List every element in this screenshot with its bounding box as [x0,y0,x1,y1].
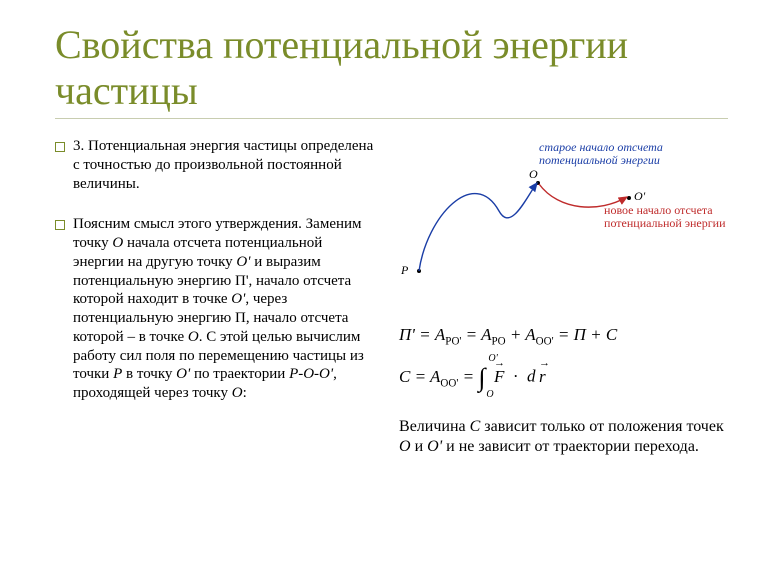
title-underline [55,118,728,119]
diagram: старое начало отсчета потенциальной энер… [399,141,719,311]
vec-F: →F [494,363,504,390]
left-column: 3. Потенциальная энергия частицы определ… [55,137,374,458]
bullet-icon [55,215,73,403]
content-wrap: 3. Потенциальная энергия частицы определ… [55,137,728,458]
curve-ooprime [539,184,627,207]
equations: П' = APO' = APO + AOO' = П + C C = AOO' … [399,321,728,399]
eq-line2: C = AOO' = O'∫O →F · d →r [399,357,728,399]
bullet-para-1: 3. Потенциальная энергия частицы определ… [55,137,374,193]
para1-text: 3. Потенциальная энергия частицы определ… [73,137,374,193]
curve-po [419,183,537,271]
eq-line1: П' = APO' = APO + AOO' = П + C [399,321,728,351]
vec-r: →r [539,363,546,390]
integral-sign: O'∫O [478,357,485,399]
right-explanation: Величина C зависит только от положения т… [399,417,728,459]
para2-text: Поясним смысл этого утверждения. Заменим… [73,215,374,403]
slide: Свойства потенциальной энергии частицы 3… [0,0,768,576]
bullet-icon [55,137,73,193]
right-column: старое начало отсчета потенциальной энер… [399,137,728,458]
bullet-para-2: Поясним смысл этого утверждения. Заменим… [55,215,374,403]
slide-title: Свойства потенциальной энергии частицы [55,22,728,114]
trajectory-svg [399,141,719,311]
